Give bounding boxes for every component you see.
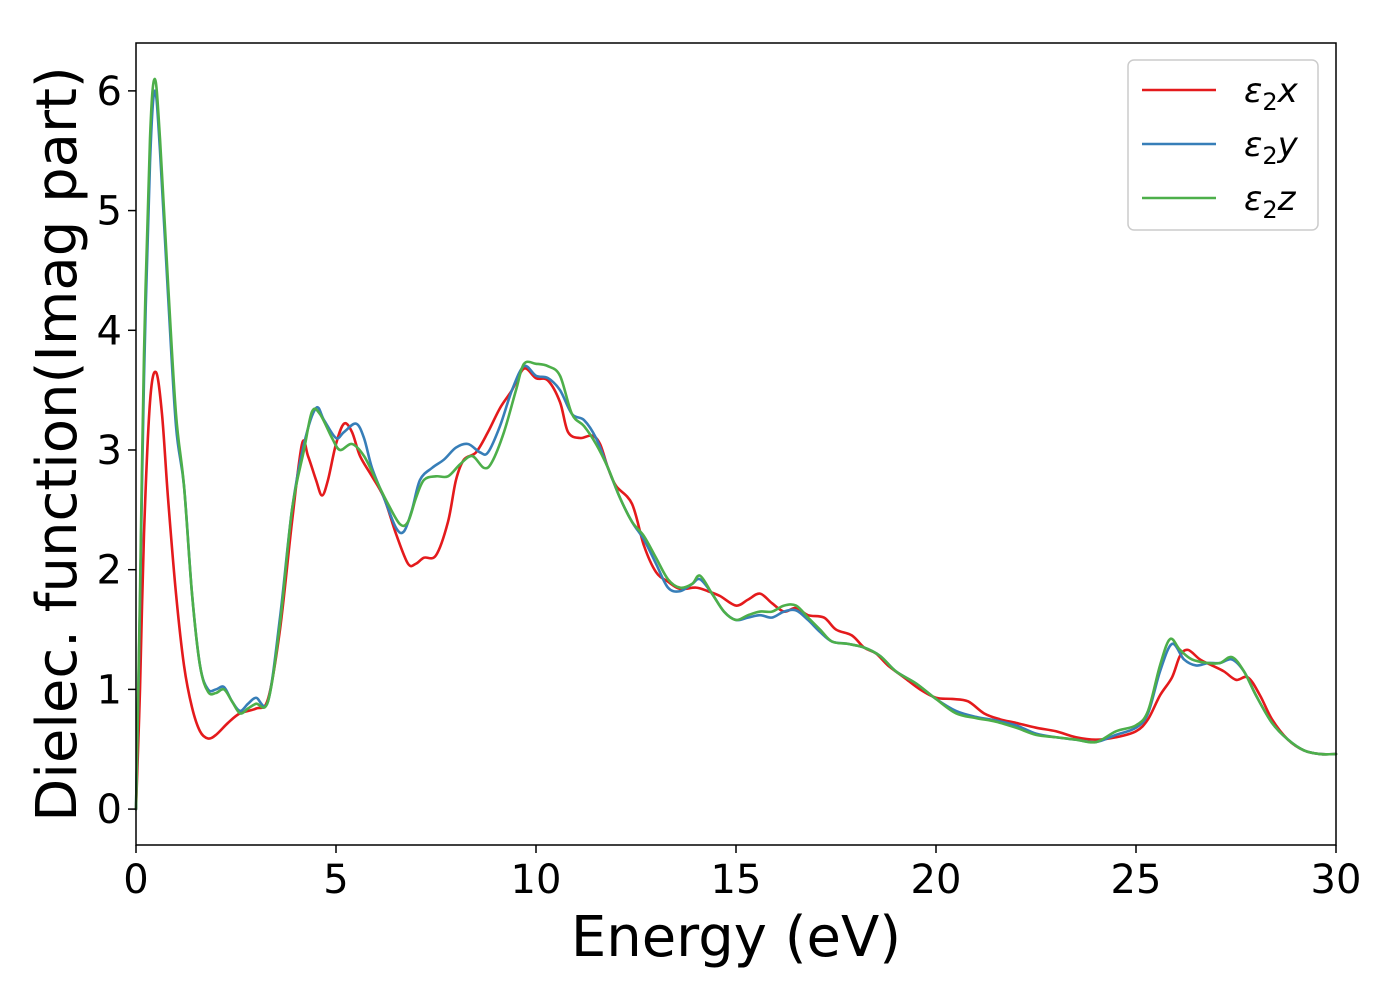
plot-area <box>134 77 1338 811</box>
x-tick-label: 30 <box>1311 857 1362 903</box>
y-axis-ticks: 0 1 2 3 4 5 6 <box>97 69 136 833</box>
legend-label-x: ε2x <box>1244 71 1299 116</box>
x-tick-label: 10 <box>511 857 562 903</box>
legend-label-y: ε2y <box>1244 125 1299 170</box>
legend-label-z: ε2z <box>1244 179 1297 224</box>
y-tick-label: 6 <box>97 69 122 115</box>
x-tick-label: 25 <box>1111 857 1162 903</box>
y-tick-label: 2 <box>97 548 122 594</box>
x-axis-ticks: 0 5 10 15 20 25 30 <box>123 845 1361 903</box>
legend: ε2x ε2y ε2z <box>1127 59 1319 231</box>
y-tick-label: 1 <box>97 667 122 713</box>
y-tick-label: 3 <box>97 428 122 474</box>
x-tick-label: 20 <box>911 857 962 903</box>
series-line-x <box>134 367 1338 811</box>
y-axis-label: Dielec. function(Imag part) <box>25 66 90 822</box>
axes-frame <box>135 42 1337 846</box>
y-tick-label: 4 <box>97 308 122 354</box>
x-tick-label: 15 <box>711 857 762 903</box>
legend-box <box>1127 59 1319 231</box>
x-axis-label: Energy (eV) <box>571 905 901 970</box>
y-tick-label: 0 <box>97 787 122 833</box>
series-line-z <box>134 77 1338 811</box>
x-tick-label: 5 <box>323 857 348 903</box>
x-tick-label: 0 <box>123 857 148 903</box>
y-tick-label: 5 <box>97 189 122 235</box>
